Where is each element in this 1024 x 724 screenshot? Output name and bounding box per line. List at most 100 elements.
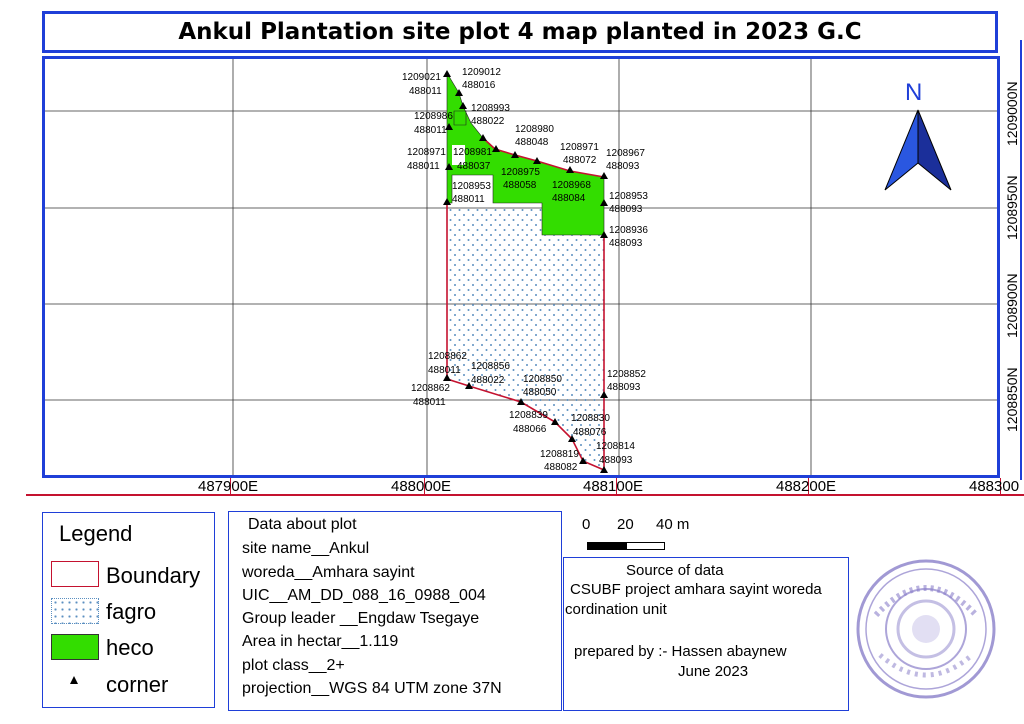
map-title-box: Ankul Plantation site plot 4 map planted… (42, 11, 998, 53)
point-label: 1208862 488011 (411, 383, 450, 408)
prepared-by: prepared by :- Hassen abaynew (574, 643, 787, 660)
corner-marker (445, 123, 453, 130)
point-label: 1208953 488011 (452, 181, 491, 205)
point-label: 1208968 488084 (552, 180, 591, 204)
x-axis-tick (616, 478, 617, 494)
point-label: 1208852 488093 (607, 369, 646, 393)
corner-marker (600, 172, 608, 179)
scale-bar (587, 542, 665, 550)
dotted-swatch (51, 598, 99, 624)
scale-label: 0 (582, 516, 591, 533)
boundary-swatch (51, 561, 99, 587)
point-label: 1208936 488093 (609, 225, 648, 249)
point-label: 1208850 488050 (523, 374, 562, 398)
legend: Legend Boundary fagro heco corner (42, 512, 215, 708)
map-frame: 1209021 488011 1209012 488016 1208993 48802… (42, 56, 1000, 478)
y-tick-label: 1209000N (1004, 81, 1020, 146)
y-tick-label: 1208950N (1004, 175, 1020, 240)
corner-marker (443, 70, 451, 77)
point-label: 1208980 488048 (515, 124, 554, 148)
legend-label-fagro: fagro (106, 599, 157, 624)
corner-marker (551, 418, 559, 425)
point-label: 1208862 488011 (428, 351, 467, 376)
corner-marker (568, 435, 576, 442)
x-axis-tick (808, 478, 809, 494)
corner-marker (443, 374, 451, 381)
triangle-icon (70, 676, 78, 684)
x-tick-label: 488300 (969, 478, 1020, 495)
y-tick-label: 1208850N (1004, 367, 1020, 432)
corner-marker (511, 151, 519, 158)
point-label: 1208967 488093 (606, 148, 645, 172)
source-line: cordination unit (565, 601, 667, 618)
plot-info-line: woreda__Amhara sayint (242, 564, 415, 581)
corner-marker (600, 391, 608, 398)
x-tick-label: 488000E (391, 478, 452, 495)
legend-label-corner: corner (106, 672, 169, 697)
y-tick-label: 1208900N (1004, 273, 1020, 338)
scale-label: 20 (617, 516, 634, 533)
point-label: 1209021 488011 (402, 72, 442, 97)
map-canvas: 1209021 488011 1209012 488016 1208993 48802… (45, 59, 997, 475)
x-axis-tick (424, 478, 425, 494)
plot-info-line: UIC__AM_DD_088_16_0988_004 (242, 587, 486, 604)
corner-marker (465, 382, 473, 389)
x-axis-line (26, 494, 1024, 496)
corner-marker (445, 163, 453, 170)
fagro-area (447, 208, 604, 470)
point-label: 1208953 488093 (609, 191, 648, 215)
green-swatch (51, 634, 99, 660)
point-label: 1208971 488011 (407, 147, 446, 172)
point-label: 1208986 488011 (414, 111, 453, 136)
corner-marker (443, 198, 451, 205)
scale-label: 40 m (656, 516, 690, 533)
corner-marker (459, 102, 467, 109)
point-label: 1208981 488037 (453, 147, 492, 172)
point-label: 1209012 488016 (462, 67, 501, 91)
heco-gap (452, 145, 465, 165)
corner-marker (600, 466, 608, 473)
right-frame-line (1020, 40, 1022, 480)
plot-info-line: Area in hectar__1.119 (242, 633, 399, 650)
plot-info-line: site name__Ankul (242, 540, 370, 557)
corner-marker (533, 157, 541, 164)
plot-info-line: projection__WGS 84 UTM zone 37N (242, 680, 502, 697)
legend-title: Legend (59, 521, 133, 546)
point-label: 1208971 488072 (560, 142, 599, 166)
north-label: N (905, 79, 923, 106)
point-label: 1208993 488022 (471, 103, 510, 127)
point-labels: 1209021 488011 1209012 488016 1208993 48802… (402, 67, 648, 473)
point-label: 1208856 488022 (471, 361, 510, 386)
x-axis-tick (230, 478, 231, 494)
source-line: CSUBF project amhara sayint woreda (570, 581, 822, 598)
plot-info-box: Data about plot site name__Ankul woreda_… (228, 511, 562, 711)
point-label: 1208814 488093 (596, 441, 635, 466)
corner-marker (600, 231, 608, 238)
point-label: 1208819 488082 (540, 449, 579, 473)
x-tick-label: 487900E (198, 478, 259, 495)
north-arrow-icon (884, 109, 952, 191)
x-axis-tick (1000, 478, 1001, 494)
prepared-date: June 2023 (678, 663, 749, 680)
official-seal-icon (856, 559, 996, 699)
corner-markers (443, 70, 608, 473)
corner-marker (600, 199, 608, 206)
x-tick-label: 488200E (776, 478, 837, 495)
scale-bar-filled (588, 543, 627, 549)
plot-info-line: plot class__2+ (242, 657, 345, 674)
plot-info-heading: Data about plot (248, 516, 357, 533)
x-tick-label: 488100E (583, 478, 644, 495)
corner-marker (566, 166, 574, 173)
map-title: Ankul Plantation site plot 4 map planted… (178, 19, 862, 45)
corner-marker (479, 134, 487, 141)
corner-marker (579, 457, 587, 464)
corner-marker (492, 145, 500, 152)
source-info-box: Source of data CSUBF project amhara sayi… (563, 557, 849, 711)
plot-info-line: Group leader __Engdaw Tsegaye (242, 610, 480, 627)
point-label: 1208839 488066 (509, 410, 548, 435)
corner-marker (517, 398, 525, 405)
point-label: 1208830 488076 (571, 413, 610, 438)
source-heading: Source of data (626, 562, 724, 579)
corner-marker (455, 89, 463, 96)
point-label: 1208975 488058 (501, 167, 540, 191)
